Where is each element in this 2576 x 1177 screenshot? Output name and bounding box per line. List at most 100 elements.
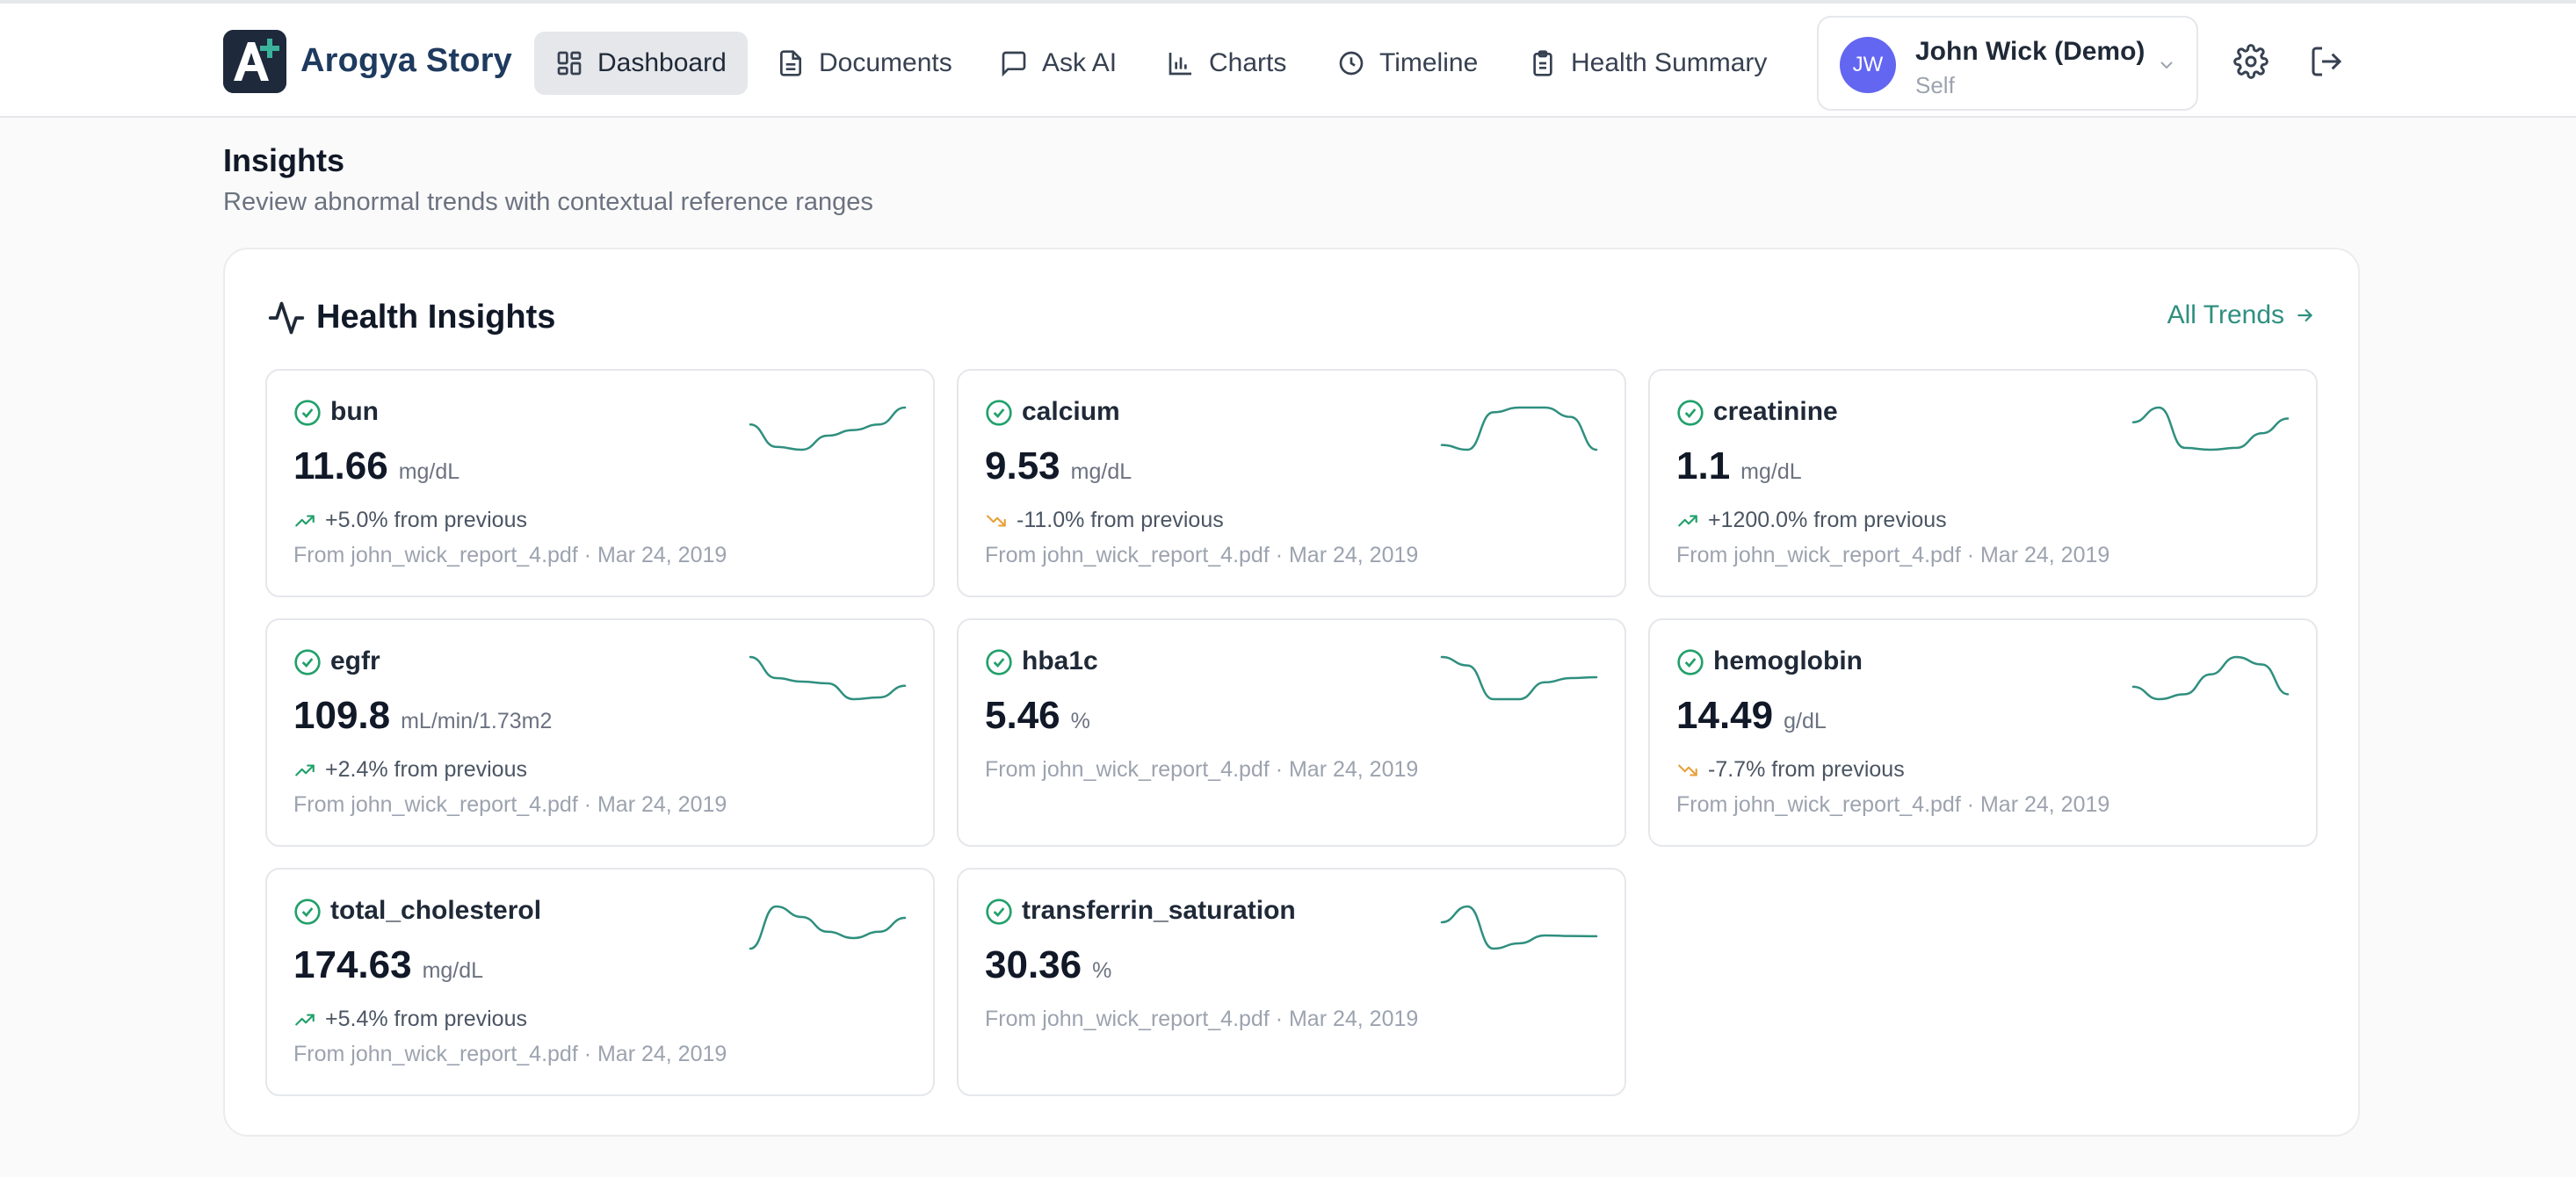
- metric-value: 1.1: [1676, 444, 1731, 487]
- clock-icon: [1339, 51, 1364, 76]
- metric-unit: mL/min/1.73m2: [401, 709, 553, 733]
- sparkline-chart: [1440, 905, 1598, 950]
- all-trends-label: All Trends: [2167, 300, 2284, 329]
- insight-card-bun[interactable]: bun 11.66 mg/dL +5.0% from previous From joh…: [265, 369, 935, 597]
- insight-card-calcium[interactable]: calcium 9.53 mg/dL -11.0% from previous From…: [957, 369, 1626, 597]
- metric-value: 109.8: [293, 694, 391, 737]
- profile-name: John Wick (Demo): [1915, 37, 2145, 66]
- sparkline-chart: [1440, 406, 1598, 451]
- metric-source: From john_wick_report_4.pdf · Mar 24, 20…: [293, 792, 727, 817]
- trending-up-icon: [295, 515, 315, 526]
- metric-change-text: +5.0% from previous: [325, 508, 527, 532]
- metric-change-text: -7.7% from previous: [1708, 757, 1905, 782]
- insight-card-transferrin-saturation[interactable]: transferrin_saturation 30.36% From john_wi…: [957, 868, 1626, 1096]
- metric-name: bun: [330, 397, 379, 426]
- metric-change: +1200.0% from previous: [1676, 508, 1947, 533]
- metric-value-row: 11.66 mg/dL: [293, 444, 459, 488]
- insight-card-hemoglobin[interactable]: hemoglobin 14.49 g/dL -7.7% from previous Fr…: [1648, 618, 2318, 847]
- sparkline-chart: [2131, 655, 2290, 701]
- app-logo[interactable]: [223, 30, 286, 93]
- metric-value-row: 5.46%: [985, 694, 1090, 738]
- metric-unit: mg/dL: [398, 459, 460, 484]
- sparkline-line: [749, 406, 907, 451]
- settings-button[interactable]: [2228, 39, 2274, 84]
- panel-title: Health Insights: [316, 299, 556, 336]
- trending-up-icon: [295, 1014, 315, 1025]
- nav-documents[interactable]: Documents: [756, 32, 973, 95]
- sparkline-chart: [1440, 655, 1598, 701]
- sparkline-line: [1440, 905, 1598, 950]
- chat-icon: [1002, 51, 1026, 77]
- trending-down-icon: [987, 515, 1006, 526]
- nav-timeline[interactable]: Timeline: [1316, 32, 1499, 95]
- gear-icon: [2233, 44, 2268, 79]
- metric-value: 14.49: [1676, 694, 1774, 737]
- metric-value: 30.36: [985, 943, 1082, 986]
- metric-name: egfr: [330, 646, 380, 675]
- sparkline-line: [2131, 406, 2290, 451]
- metric-change-text: +1200.0% from previous: [1708, 508, 1947, 532]
- sparkline-chart: [749, 655, 907, 701]
- metric-value-row: 9.53 mg/dL: [985, 444, 1132, 488]
- chevron-down-icon: [2160, 61, 2173, 69]
- nav-dashboard[interactable]: Dashboard: [534, 32, 748, 95]
- metric-source: From john_wick_report_4.pdf · Mar 24, 20…: [1676, 792, 2110, 817]
- logout-button[interactable]: [2304, 39, 2349, 84]
- metric-change: -7.7% from previous: [1676, 757, 1905, 783]
- logo-mark-icon: [223, 30, 286, 93]
- all-trends-link[interactable]: All Trends: [2167, 300, 2316, 330]
- page-subtitle: Review abnormal trends with contextual r…: [223, 188, 873, 216]
- check-circle-icon: [986, 649, 1012, 675]
- metric-name: creatinine: [1713, 397, 1838, 426]
- dashboard-icon: [557, 51, 582, 76]
- metric-name: hemoglobin: [1713, 646, 1863, 675]
- document-icon: [780, 50, 801, 76]
- nav-charts[interactable]: Charts: [1146, 32, 1307, 95]
- logout-icon: [2312, 47, 2342, 76]
- sparkline-chart: [2131, 406, 2290, 451]
- metric-source: From john_wick_report_4.pdf · Mar 24, 20…: [985, 1007, 1419, 1031]
- insight-card-egfr[interactable]: egfr 109.8 mL/min/1.73m2 +2.4% from previou…: [265, 618, 935, 847]
- arrow-right-icon: [2297, 308, 2313, 322]
- bar-chart-icon: [1169, 53, 1191, 76]
- metric-name: transferrin_saturation: [1022, 896, 1296, 925]
- nav-timeline-label: Timeline: [1379, 48, 1479, 77]
- metric-value: 5.46: [985, 694, 1060, 737]
- clipboard-icon: [1533, 50, 1552, 76]
- nav-ask-ai[interactable]: Ask AI: [979, 32, 1138, 95]
- metric-value-row: 30.36%: [985, 943, 1111, 987]
- metric-value-row: 14.49 g/dL: [1676, 694, 1827, 738]
- sparkline-chart: [749, 905, 907, 950]
- metric-name: calcium: [1022, 397, 1120, 426]
- sparkline-line: [749, 905, 907, 950]
- profile-switcher[interactable]: JW John Wick (Demo) Self: [1817, 16, 2198, 111]
- nav-health-summary[interactable]: Health Summary: [1508, 32, 1788, 95]
- metric-source: From john_wick_report_4.pdf · Mar 24, 20…: [985, 543, 1419, 567]
- check-circle-icon: [294, 649, 321, 675]
- metric-source: From john_wick_report_4.pdf · Mar 24, 20…: [293, 1042, 727, 1066]
- nav-dashboard-label: Dashboard: [597, 48, 727, 77]
- metric-change: -11.0% from previous: [985, 508, 1224, 533]
- trending-up-icon: [1678, 515, 1697, 526]
- app-name[interactable]: Arogya Story: [300, 42, 513, 79]
- metric-change: +5.4% from previous: [293, 1007, 527, 1032]
- metric-source: From john_wick_report_4.pdf · Mar 24, 20…: [985, 757, 1419, 782]
- metric-source: From john_wick_report_4.pdf · Mar 24, 20…: [1676, 543, 2110, 567]
- metric-unit: %: [1092, 958, 1112, 983]
- metric-unit: mg/dL: [422, 958, 484, 983]
- nav-ask-ai-label: Ask AI: [1042, 48, 1118, 77]
- check-circle-icon: [1677, 649, 1704, 675]
- trending-down-icon: [1678, 764, 1697, 776]
- page-title: Insights: [223, 142, 345, 178]
- metric-value-row: 174.63 mg/dL: [293, 943, 483, 987]
- nav-charts-label: Charts: [1209, 48, 1287, 77]
- check-circle-icon: [294, 400, 321, 426]
- insight-card-total-cholesterol[interactable]: total_cholesterol 174.63 mg/dL +5.4% from p…: [265, 868, 935, 1096]
- metric-name: hba1c: [1022, 646, 1098, 675]
- sparkline-line: [2131, 655, 2290, 701]
- check-circle-icon: [986, 400, 1012, 426]
- insight-card-hba1c[interactable]: hba1c 5.46% From john_wick_report_4.pdf · …: [957, 618, 1626, 847]
- trending-up-icon: [295, 764, 315, 776]
- sparkline-line: [749, 655, 907, 701]
- insight-card-creatinine[interactable]: creatinine 1.1 mg/dL +1200.0% from previous…: [1648, 369, 2318, 597]
